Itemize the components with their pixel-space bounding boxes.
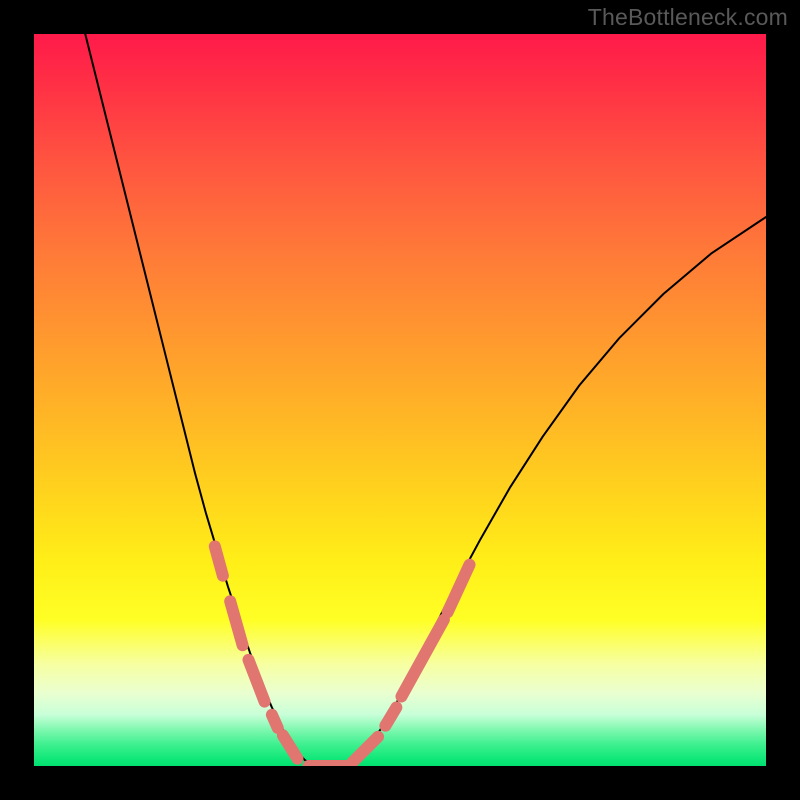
data-marker	[230, 601, 242, 645]
data-marker	[283, 735, 298, 758]
data-marker	[352, 737, 378, 763]
watermark-text: TheBottleneck.com	[588, 4, 788, 31]
curve-svg	[34, 34, 766, 766]
data-marker	[215, 546, 223, 575]
data-marker	[248, 660, 264, 702]
data-marker	[272, 715, 278, 728]
plot-area	[34, 34, 766, 766]
data-marker	[448, 565, 470, 613]
data-marker	[385, 707, 396, 725]
data-marker	[401, 620, 443, 697]
